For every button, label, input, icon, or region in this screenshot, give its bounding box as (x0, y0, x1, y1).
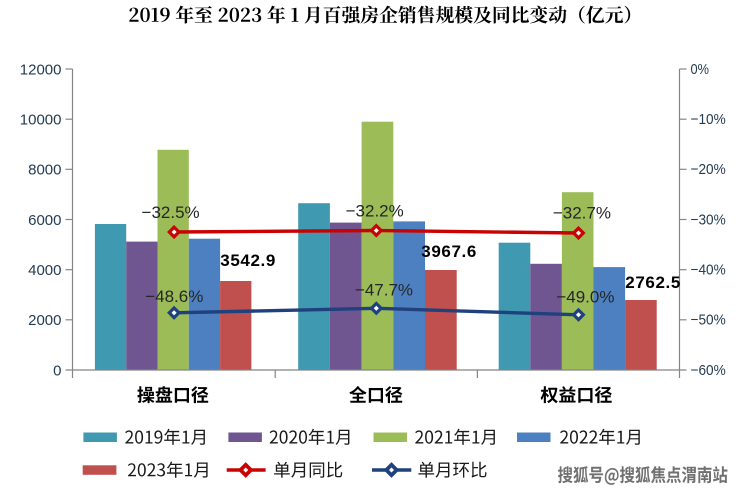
svg-text:2000: 2000 (28, 312, 61, 329)
svg-text:−50%: −50% (691, 312, 726, 329)
svg-text:8000: 8000 (28, 162, 61, 179)
svg-text:2762.5: 2762.5 (625, 273, 680, 292)
svg-text:−32.7%: −32.7% (553, 203, 611, 222)
svg-text:−48.6%: −48.6% (145, 287, 203, 306)
svg-text:6000: 6000 (28, 212, 61, 229)
svg-text:10000: 10000 (20, 112, 62, 129)
svg-text:12000: 12000 (20, 61, 62, 78)
svg-text:−49.0%: −49.0% (556, 288, 614, 307)
svg-text:−32.2%: −32.2% (346, 202, 404, 221)
svg-text:−32.5%: −32.5% (142, 203, 200, 222)
svg-text:−60%: −60% (691, 362, 726, 379)
svg-text:−40%: −40% (691, 262, 726, 279)
svg-text:3967.6: 3967.6 (421, 242, 476, 261)
svg-text:4000: 4000 (28, 262, 61, 279)
svg-text:−10%: −10% (691, 111, 726, 128)
svg-text:−47.7%: −47.7% (355, 281, 413, 300)
svg-text:0: 0 (53, 362, 61, 379)
svg-text:0%: 0% (691, 61, 710, 78)
svg-text:3542.9: 3542.9 (220, 251, 275, 270)
svg-text:−20%: −20% (691, 161, 726, 178)
svg-text:−30%: −30% (691, 211, 726, 228)
